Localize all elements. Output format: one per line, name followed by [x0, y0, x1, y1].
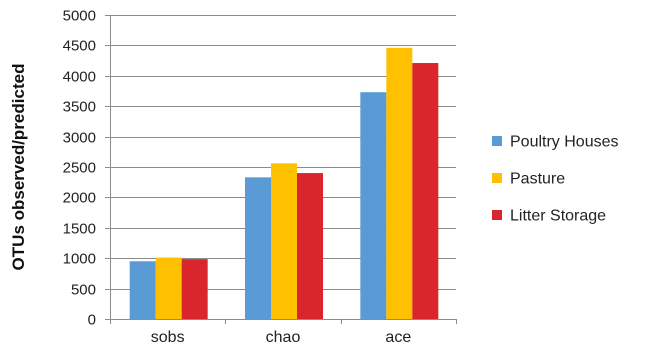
y-tick-label: 0	[88, 312, 96, 329]
legend-swatch	[492, 210, 502, 220]
x-tick-labels: sobs chao ace	[151, 329, 412, 346]
x-tick-label: ace	[385, 329, 411, 346]
legend-swatch	[492, 173, 502, 183]
x-tick-label: chao	[266, 329, 301, 346]
y-tick-label: 3500	[63, 99, 96, 116]
bar-poultry-houses-ace	[360, 92, 387, 319]
y-tick-label: 1000	[63, 251, 96, 268]
y-tick-label: 2500	[63, 160, 96, 177]
legend-label: Poultry Houses	[510, 134, 619, 151]
y-tick-label: 2000	[63, 190, 96, 207]
bar-pasture-sobs	[155, 257, 182, 319]
y-tick-label: 4500	[63, 38, 96, 55]
y-axis-title: OTUs observed/predicted	[9, 64, 28, 271]
bar-litter-storage-sobs	[181, 259, 208, 319]
legend-label: Litter Storage	[510, 208, 606, 225]
x-tick-label: sobs	[151, 329, 185, 346]
axes	[105, 15, 456, 324]
legend-label: Pasture	[510, 171, 565, 188]
bar-poultry-houses-sobs	[129, 261, 156, 319]
y-tick-label: 1500	[63, 221, 96, 238]
y-tick-labels: 0 500 1000 1500 2000 2500 3000 3500 4000 4500 5000	[63, 8, 96, 329]
bars	[129, 47, 439, 320]
bar-pasture-chao	[271, 163, 297, 319]
bar-pasture-ace	[386, 47, 413, 319]
legend-swatch	[492, 136, 502, 146]
legend: Poultry Houses Pasture Litter Storage	[492, 134, 619, 225]
y-tick-label: 500	[71, 282, 96, 299]
y-tick-label: 3000	[63, 130, 96, 147]
y-tick-label: 4000	[63, 69, 96, 86]
bar-litter-storage-chao	[297, 173, 323, 319]
bar-litter-storage-ace	[412, 63, 439, 320]
bar-poultry-houses-chao	[245, 177, 271, 319]
y-tick-label: 5000	[63, 8, 96, 25]
